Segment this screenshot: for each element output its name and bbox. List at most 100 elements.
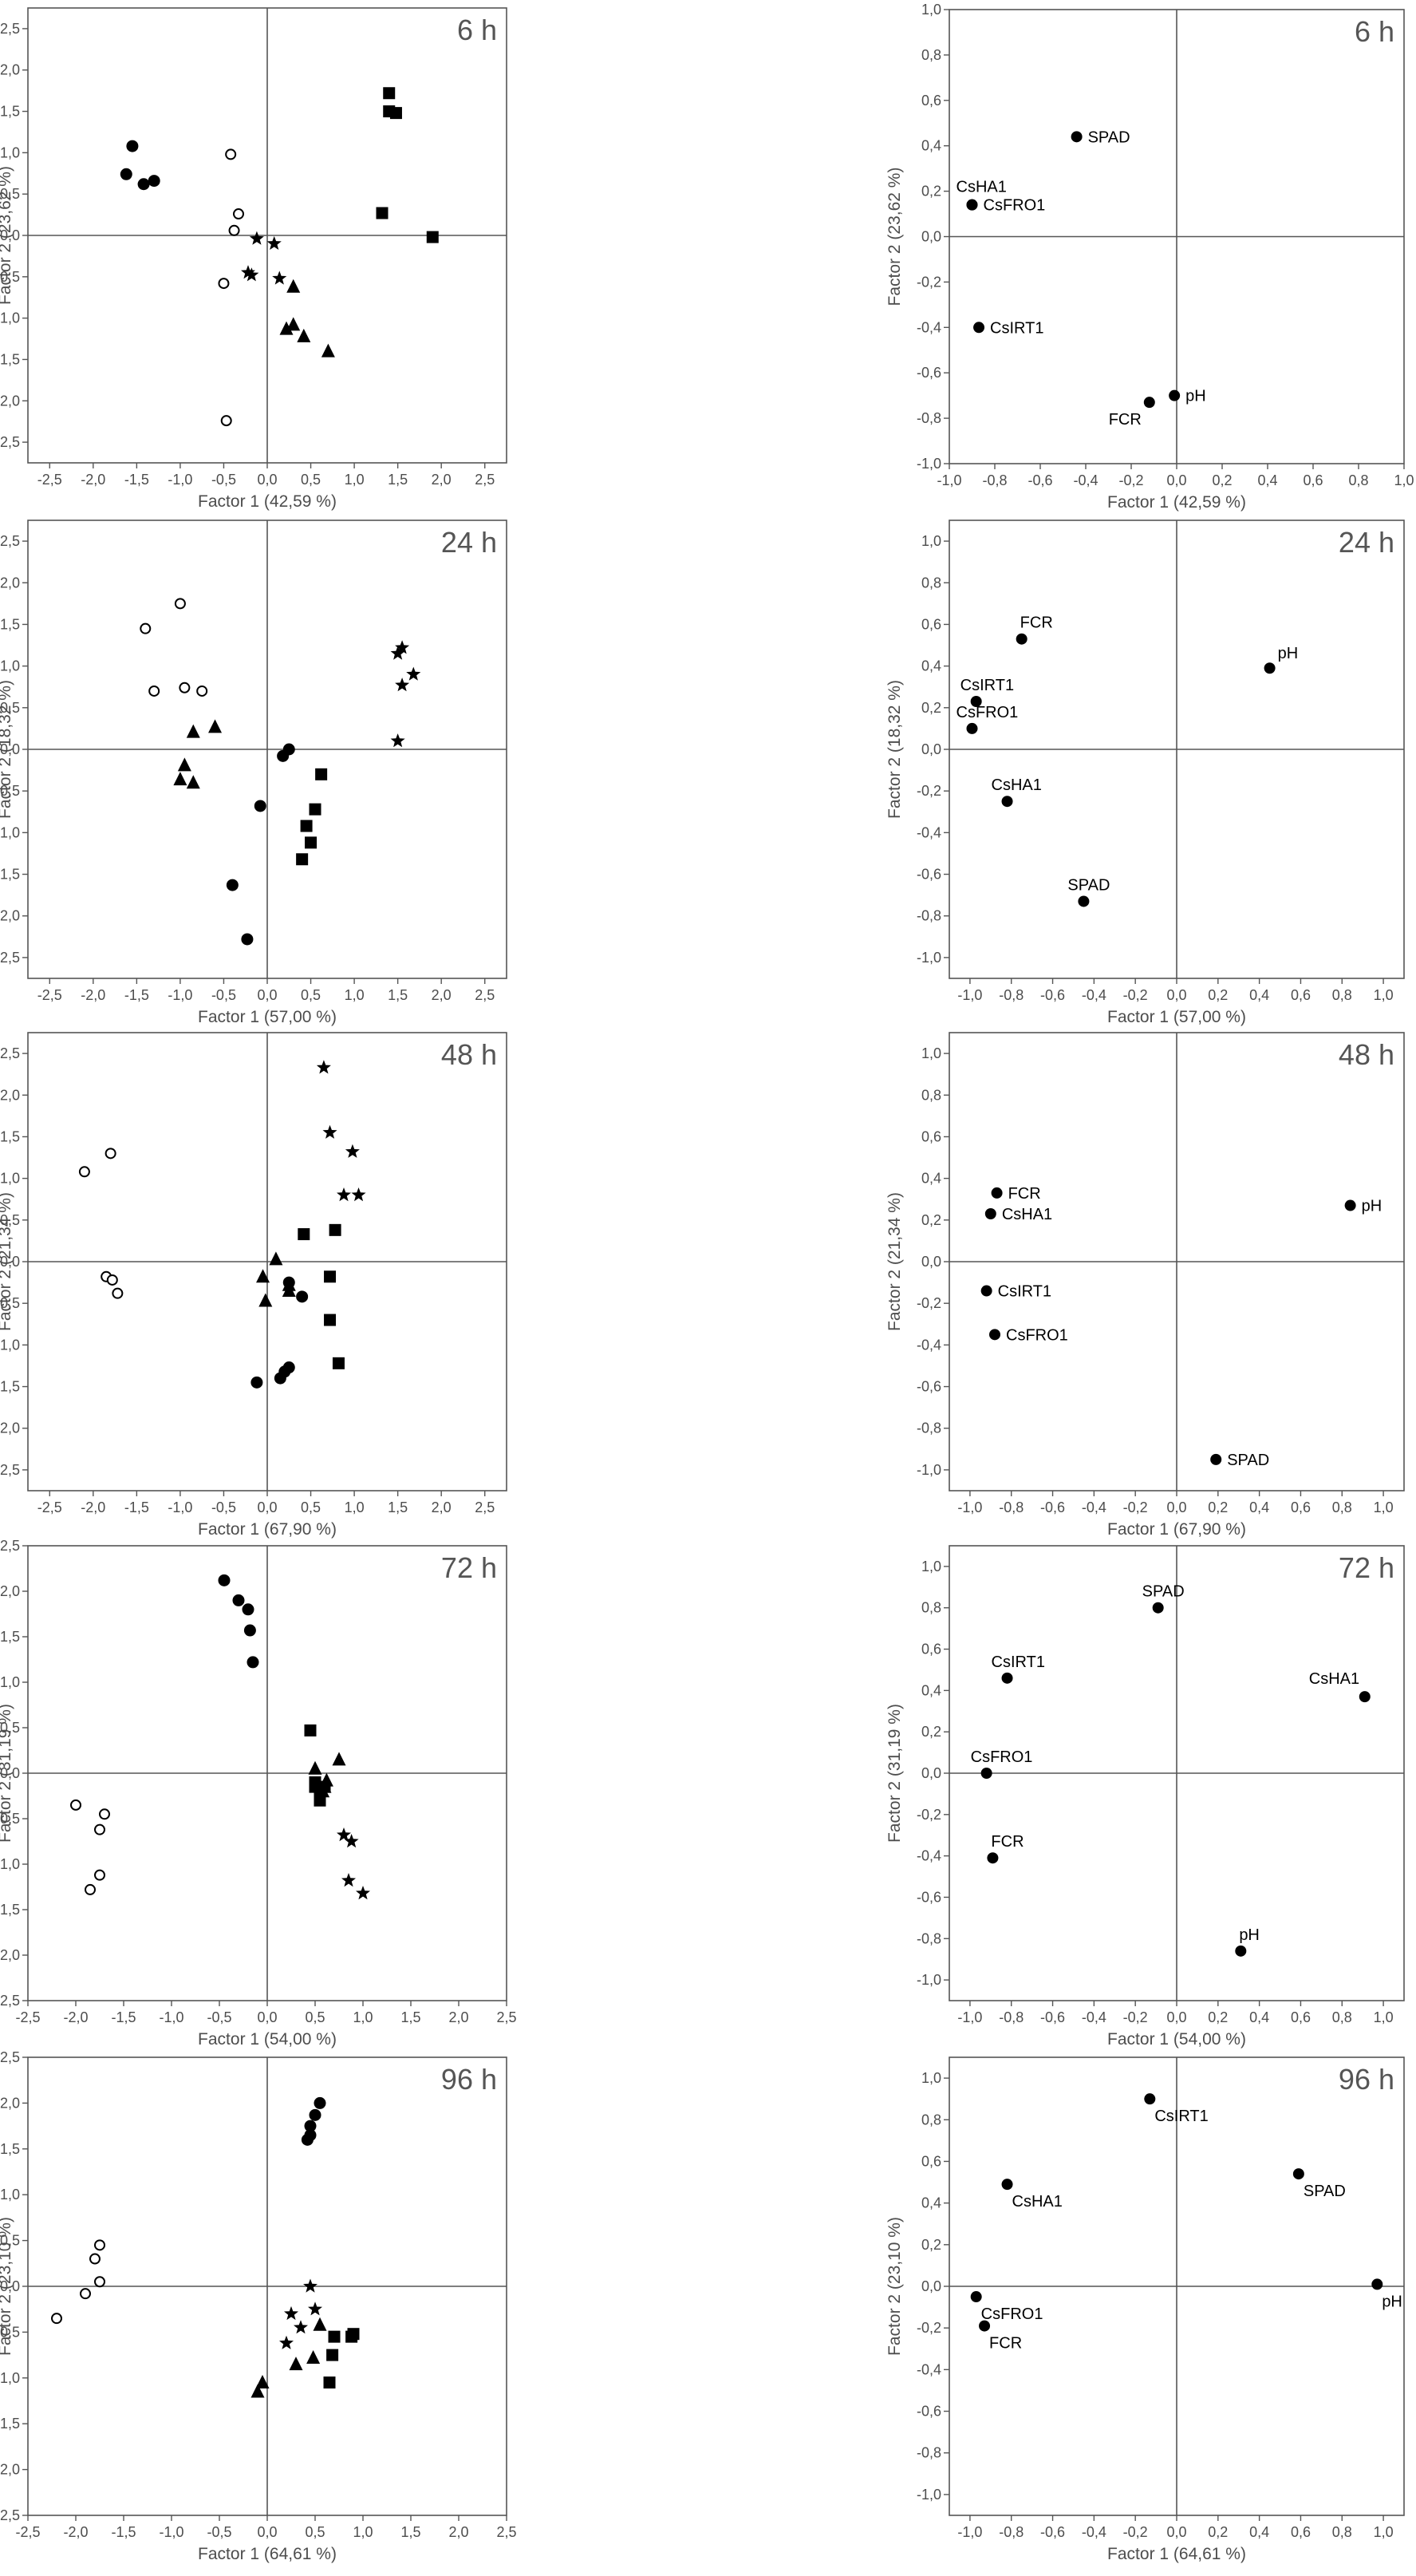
loading-label: SPAD (1088, 128, 1130, 146)
y-tick-label: -0,4 (917, 319, 941, 335)
loading-point (980, 1768, 992, 1779)
y-tick-label: 0,8 (921, 2112, 941, 2128)
loading-label: SPAD (1067, 876, 1110, 894)
loading-point (1001, 1672, 1013, 1684)
marker-filled-circle (243, 1624, 256, 1637)
marker-open-circle (233, 208, 244, 220)
y-tick-label: 0,5 (0, 1720, 20, 1736)
x-tick-label: -0,4 (1082, 987, 1106, 1003)
marker-open-circle (106, 1274, 118, 1286)
loading-point (970, 695, 982, 707)
x-tick-label: 1,0 (1394, 472, 1414, 488)
y-tick-label: -1,0 (917, 456, 941, 472)
marker-filled-triangle (177, 757, 191, 772)
y-tick-label: 1,0 (921, 2, 941, 18)
marker-filled-star (284, 2305, 298, 2321)
x-tick-label: -0,6 (1040, 1499, 1065, 1515)
chart-loading-72h: -1,0 -0,8 -0,6 -0,4 -0,2 0,0 0,2 0,4 0,6 0,8 1,0 -1… (885, 1545, 1405, 2049)
marker-filled-circle (277, 749, 290, 762)
marker-filled-square (347, 2328, 360, 2341)
marker-filled-star (337, 1187, 351, 1202)
y-tick-label: 0,6 (921, 1128, 941, 1144)
x-tick-label: 1,5 (388, 1499, 408, 1515)
y-axis-label: Factor 2 (21,34 %) (0, 1192, 14, 1331)
marker-filled-circle (254, 800, 266, 812)
loading-label: FCR (1008, 1185, 1041, 1203)
loading-label: CsHA1 (1309, 1670, 1359, 1688)
y-tick-label: -1,0 (917, 2487, 941, 2503)
y-axis-label: Factor 2 (23,62 %) (0, 166, 14, 305)
x-tick-label: -0,8 (999, 2009, 1024, 2025)
marker-filled-circle (314, 2096, 326, 2109)
marker-filled-star (244, 267, 259, 282)
y-tick-label: -0,8 (917, 410, 941, 426)
x-tick-label: 0,5 (301, 987, 321, 1003)
loading-label: CsHA1 (992, 776, 1042, 794)
x-axis-label: Factor 1 (57,00 %) (1107, 1008, 1246, 1026)
x-axis-label: Factor 1 (42,59 %) (198, 492, 337, 511)
chart-score-72h: -2,5 -2,0 -1,5 -1,0 -0,5 0,0 0,5 1,0 1,5 2,0 2,5 -2… (0, 1538, 517, 2049)
x-tick-label: 1,0 (353, 2009, 373, 2025)
loading-label: SPAD (1227, 1452, 1269, 1469)
loading-label: pH (1382, 2293, 1402, 2310)
loading-point (1359, 1691, 1371, 1703)
x-tick-label: -0,5 (207, 2009, 231, 2025)
y-tick-label: -0,6 (917, 365, 941, 381)
marker-filled-circle (218, 1574, 231, 1586)
y-tick-label: -0,2 (917, 1295, 941, 1311)
y-tick-label: 0,0 (921, 1765, 941, 1781)
marker-filled-square (326, 2349, 339, 2361)
x-tick-label: -1,0 (957, 987, 982, 1003)
x-tick-label: -2,5 (15, 2009, 40, 2025)
y-tick-label: 2,0 (0, 1583, 20, 1599)
x-tick-label: -2,5 (37, 1499, 62, 1515)
y-tick-label: -1,0 (0, 1337, 20, 1353)
marker-filled-triangle (297, 328, 311, 342)
y-tick-label: 1,0 (0, 1674, 20, 1690)
x-tick-label: -2,5 (15, 2524, 40, 2540)
y-tick-label: -1,5 (0, 867, 20, 883)
y-tick-label: -0,8 (917, 2445, 941, 2461)
y-tick-label: -1,0 (917, 1462, 941, 1478)
x-tick-label: -0,6 (1040, 2524, 1065, 2540)
y-tick-label: -0,4 (917, 824, 941, 840)
x-tick-label: 1,0 (345, 1499, 365, 1515)
loading-label: CsIRT1 (998, 1283, 1051, 1301)
y-tick-label: -0,2 (917, 274, 941, 290)
y-tick-label: 0,0 (0, 1254, 20, 1270)
x-tick-label: 0,2 (1208, 987, 1228, 1003)
x-tick-label: 2,0 (432, 987, 452, 1003)
x-axis-label: Factor 1 (54,00 %) (198, 2030, 337, 2049)
marker-filled-star (316, 1060, 331, 1074)
marker-filled-square (315, 768, 328, 780)
y-tick-label: -0,8 (917, 1930, 941, 1946)
marker-open-circle (94, 1869, 105, 1881)
y-tick-label: 0,0 (0, 741, 20, 757)
y-tick-label: -1,0 (917, 1972, 941, 1988)
loading-point (973, 322, 985, 334)
y-axis-label: Factor 2 (18,32 %) (0, 680, 14, 819)
marker-filled-square (300, 820, 313, 832)
marker-open-circle (196, 685, 208, 697)
marker-filled-square (328, 2330, 341, 2343)
loading-point (966, 199, 978, 211)
marker-filled-triangle (308, 1760, 322, 1775)
y-tick-label: -2,0 (0, 908, 20, 924)
marker-filled-triangle (313, 2317, 327, 2331)
marker-filled-circle (282, 1276, 295, 1289)
x-tick-label: 0,6 (1303, 472, 1323, 488)
x-tick-label: 0,0 (257, 2524, 277, 2540)
x-axis-label: Factor 1 (42,59 %) (1107, 493, 1246, 512)
x-tick-label: 0,8 (1332, 1499, 1352, 1515)
x-tick-label: 0,0 (1166, 2009, 1186, 2025)
x-tick-label: 2,5 (475, 472, 495, 488)
y-tick-label: 0,0 (921, 2278, 941, 2294)
y-tick-label: 1,0 (0, 144, 20, 160)
loading-label: FCR (991, 1833, 1024, 1851)
marker-filled-star (266, 235, 282, 250)
y-tick-label: -0,4 (917, 2361, 941, 2377)
marker-filled-triangle (256, 1269, 270, 1283)
x-tick-label: -1,5 (124, 1499, 149, 1515)
x-tick-label: 1,0 (353, 2524, 373, 2540)
chart-score-48h: -2,5 -2,0 -1,5 -1,0 -0,5 0,0 0,5 1,0 1,5 2,0 2,5 -2… (0, 1032, 507, 1539)
